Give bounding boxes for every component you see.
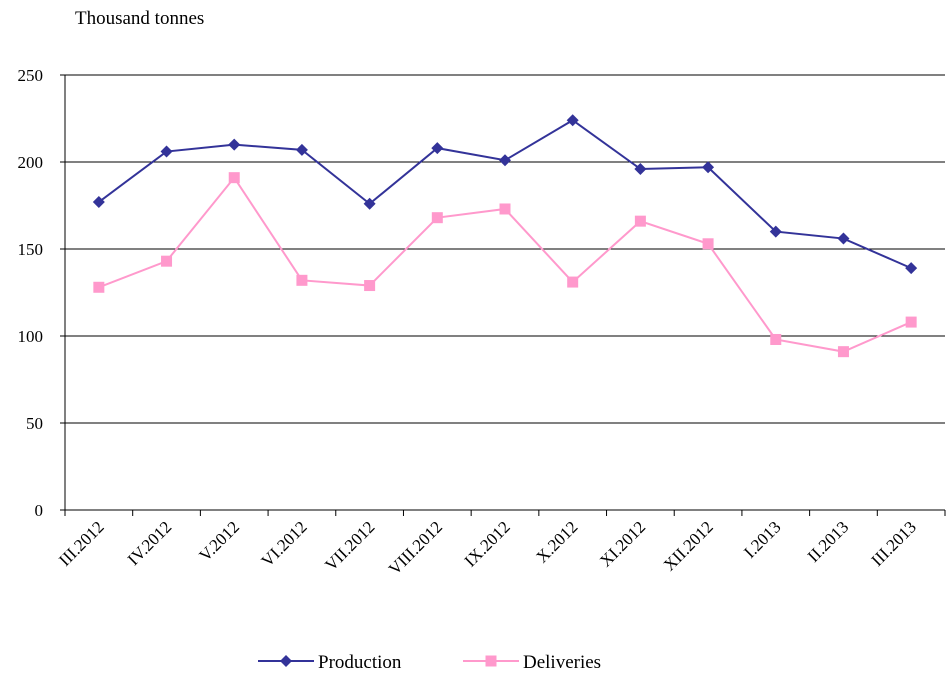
x-tick-label: X.2012 xyxy=(532,517,581,566)
x-tick-label: III.2012 xyxy=(55,517,107,569)
legend-item-deliveries: Deliveries xyxy=(463,652,601,673)
gridlines xyxy=(65,74,945,424)
y-axis-unit-label: Thousand tonnes xyxy=(75,8,205,29)
point-marker xyxy=(363,197,376,210)
x-tick-label: IX.2012 xyxy=(461,517,514,570)
x-tick-label: VIII.2012 xyxy=(385,517,446,578)
x-tick-label: XI.2012 xyxy=(596,517,649,570)
y-tick-label: 0 xyxy=(35,501,44,520)
legend-label: Deliveries xyxy=(523,652,601,673)
y-tick-label: 50 xyxy=(26,414,43,433)
legend-label: Production xyxy=(318,652,402,673)
point-marker xyxy=(161,255,173,267)
x-tick-label: V.2012 xyxy=(195,517,243,565)
point-marker xyxy=(499,203,511,215)
x-tick-label: III.2013 xyxy=(867,517,919,569)
series-lines xyxy=(92,114,918,358)
legend-item-production: Production xyxy=(258,652,402,673)
point-marker xyxy=(905,316,917,328)
y-tick-label: 250 xyxy=(18,66,44,85)
point-marker xyxy=(837,232,850,245)
x-tick-label: II.2013 xyxy=(804,517,852,565)
y-tick-label: 100 xyxy=(18,327,44,346)
point-marker xyxy=(485,655,497,667)
point-marker xyxy=(905,262,918,275)
x-tick-label: VII.2012 xyxy=(321,517,378,574)
point-marker xyxy=(499,154,511,167)
point-marker xyxy=(364,280,376,292)
point-marker xyxy=(160,145,173,158)
x-tick-label: XII.2012 xyxy=(660,517,717,574)
point-marker xyxy=(431,212,443,224)
y-tick-label: 150 xyxy=(18,240,44,259)
point-marker xyxy=(634,215,646,227)
x-tick-label: I.2013 xyxy=(740,517,784,561)
point-marker xyxy=(566,114,579,127)
point-marker xyxy=(702,161,715,174)
axes: 0 50 100 150 200 250 III.2012 IV.2012 V.2012 VI.2… xyxy=(18,66,946,579)
legend: Production Deliveries xyxy=(258,652,601,673)
point-marker xyxy=(769,225,782,238)
y-tick-label: 200 xyxy=(18,153,44,172)
point-marker xyxy=(93,281,105,293)
x-tick-label: IV.2012 xyxy=(124,517,176,569)
point-marker xyxy=(296,274,308,286)
point-marker xyxy=(92,196,105,209)
point-marker xyxy=(228,172,240,184)
point-marker xyxy=(228,138,241,151)
point-marker xyxy=(702,238,714,250)
point-marker xyxy=(567,276,579,288)
point-marker xyxy=(431,142,444,155)
point-marker xyxy=(295,143,308,156)
point-marker xyxy=(770,333,782,345)
point-marker xyxy=(280,655,292,667)
point-marker xyxy=(837,346,849,358)
x-tick-label: VI.2012 xyxy=(258,517,311,570)
point-marker xyxy=(634,162,647,175)
